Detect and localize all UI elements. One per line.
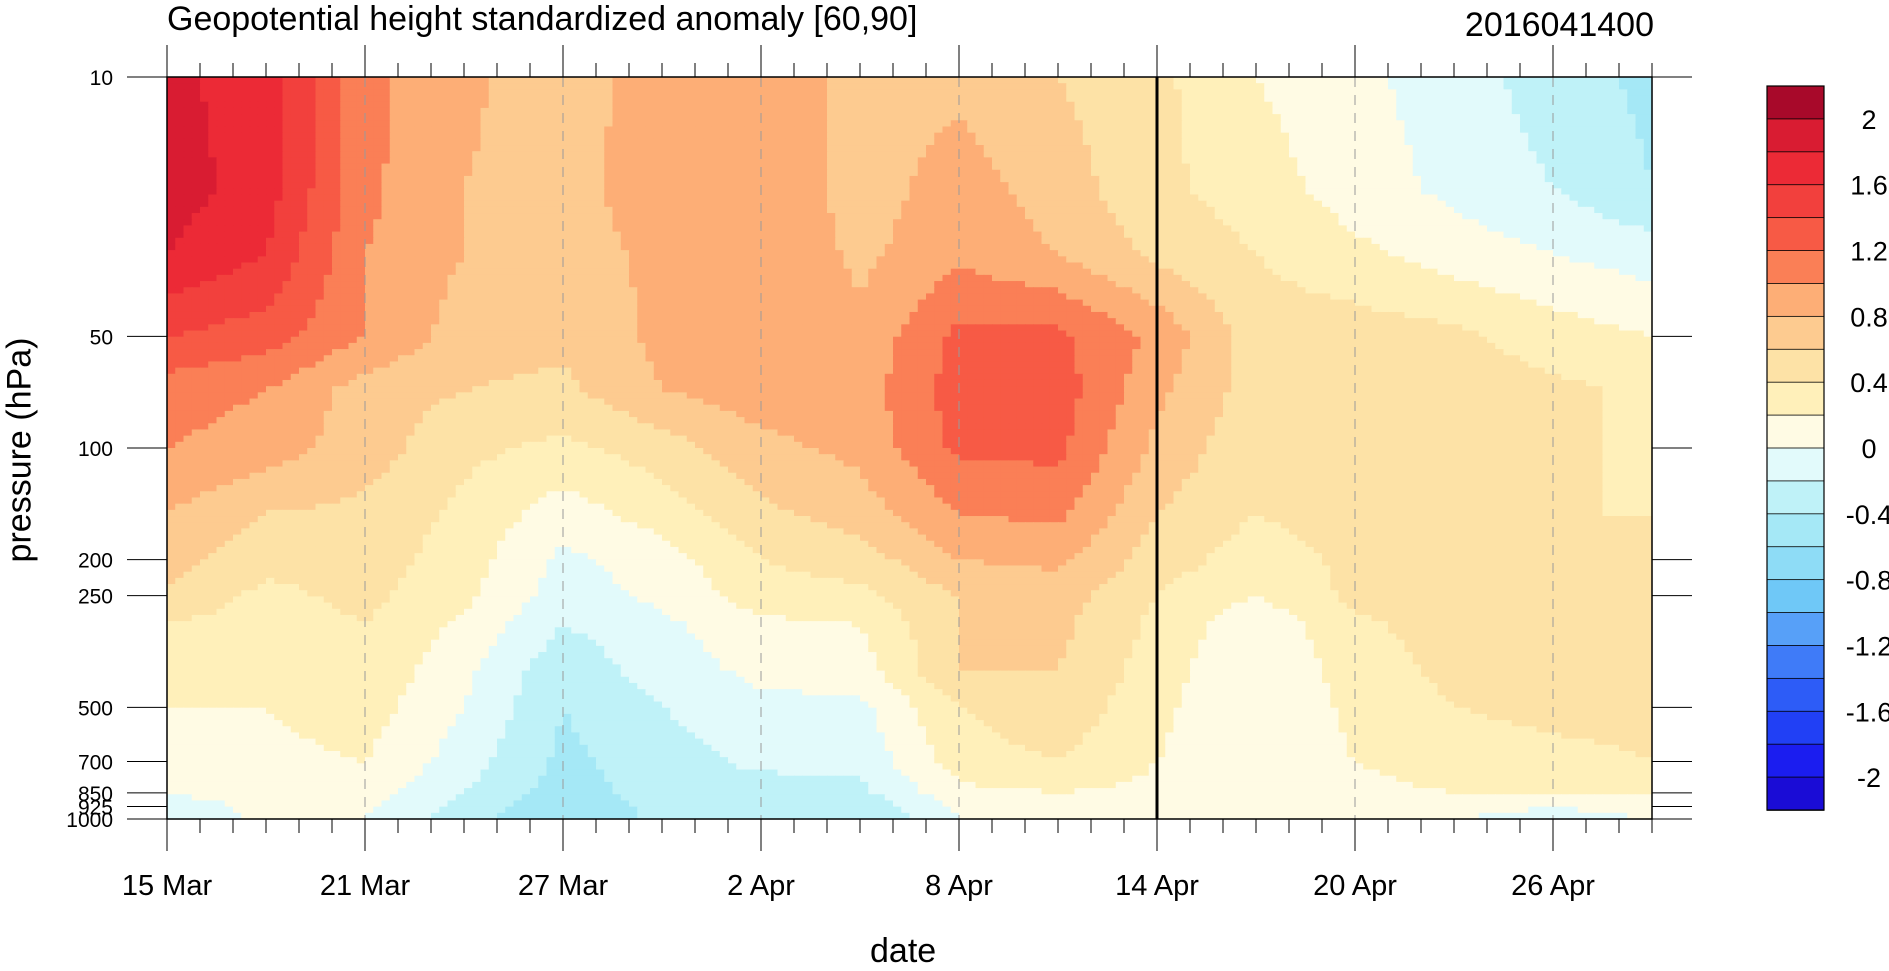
colorbar-swatch <box>1767 349 1824 382</box>
x-tick-label: 20 Apr <box>1313 870 1397 902</box>
colorbar-tick-label: 2 <box>1861 105 1876 135</box>
colorbar-tick-label: -1.6 <box>1846 697 1889 727</box>
colorbar-swatch <box>1767 119 1824 152</box>
x-tick-label: 2 Apr <box>727 870 795 902</box>
x-tick-label: 26 Apr <box>1511 870 1595 902</box>
colorbar-swatch <box>1767 415 1824 448</box>
colorbar-swatch <box>1767 777 1824 810</box>
colorbar-tick-label: -0.8 <box>1846 566 1889 596</box>
colorbar-swatch <box>1767 218 1824 251</box>
colorbar-swatch <box>1767 481 1824 514</box>
x-tick-label: 21 Mar <box>320 870 411 902</box>
x-tick-label: 14 Apr <box>1115 870 1199 902</box>
y-tick-label: 200 <box>78 550 113 573</box>
colorbar-swatch <box>1767 185 1824 218</box>
x-tick-label: 8 Apr <box>925 870 993 902</box>
y-tick-label: 100 <box>78 438 113 461</box>
x-tick-label: 15 Mar <box>122 870 213 902</box>
y-tick-label: 250 <box>78 586 113 609</box>
y-tick-label: 1000 <box>66 809 113 832</box>
colorbar-swatch <box>1767 382 1824 415</box>
colorbar-swatch <box>1767 152 1824 185</box>
colorbar-swatch <box>1767 613 1824 646</box>
colorbar-tick-label: 1.2 <box>1850 237 1888 267</box>
colorbar-tick-label: 0.4 <box>1850 368 1888 398</box>
y-tick-label: 10 <box>90 67 113 90</box>
colorbar: 2 1.6 1.2 0.8 0.4 0 -0.4 -0.8 -1.2 -1.6 -2 <box>1767 86 1889 810</box>
colorbar-tick-label: 0.8 <box>1850 302 1888 332</box>
colorbar-swatch <box>1767 744 1824 777</box>
colorbar-tick-label: 0 <box>1861 434 1876 464</box>
colorbar-swatch <box>1767 316 1824 349</box>
x-tick-label: 27 Mar <box>518 870 609 902</box>
y-tick-label: 700 <box>78 752 113 775</box>
colorbar-swatch <box>1767 711 1824 744</box>
y-tick-label: 500 <box>78 697 113 720</box>
colorbar-swatch <box>1767 580 1824 613</box>
colorbar-tick-label: -0.4 <box>1846 500 1889 530</box>
colorbar-tick-label: 1.6 <box>1850 171 1888 201</box>
colorbar-swatch <box>1767 86 1824 119</box>
anomaly-field <box>167 77 1653 820</box>
colorbar-swatch <box>1767 283 1824 316</box>
y-tick-label: 50 <box>90 326 113 349</box>
colorbar-swatch <box>1767 645 1824 678</box>
colorbar-swatch <box>1767 678 1824 711</box>
colorbar-swatch <box>1767 514 1824 547</box>
colorbar-tick-label: -2 <box>1857 763 1881 793</box>
colorbar-swatch <box>1767 547 1824 580</box>
colorbar-tick-label: -1.2 <box>1846 631 1889 661</box>
colorbar-swatch <box>1767 448 1824 481</box>
colorbar-swatch <box>1767 251 1824 284</box>
